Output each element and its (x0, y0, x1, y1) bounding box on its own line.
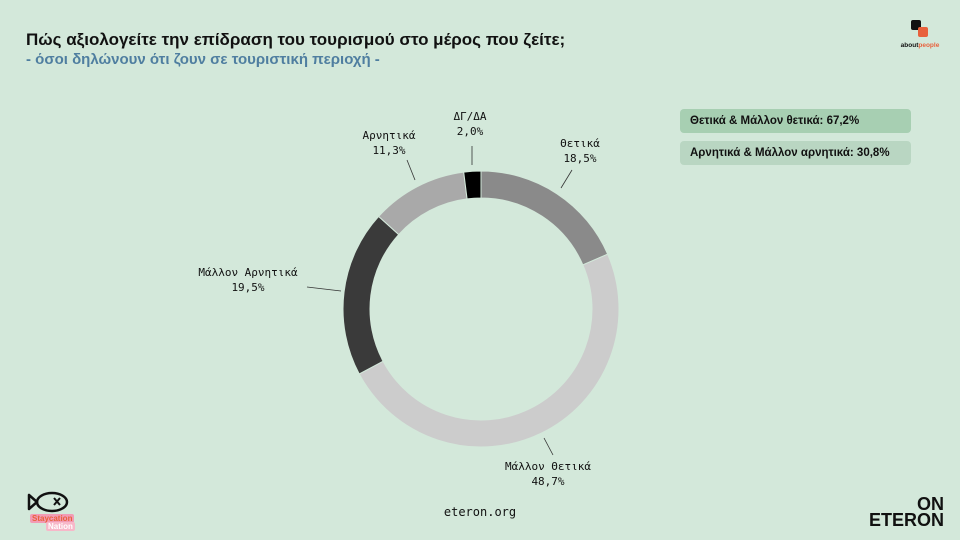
slice-name-label: Μάλλον Αρνητικά (198, 266, 298, 279)
leader-line (543, 437, 554, 456)
on-eteron-logo: ON ETERON (868, 494, 944, 530)
slice-value-label: 11,3% (372, 144, 405, 157)
aboutpeople-logo-text: aboutpeople (900, 42, 940, 49)
leader-line (560, 169, 573, 189)
fish-icon (27, 491, 69, 513)
staycation-nation-logo: Staycation Nation (26, 488, 80, 531)
donut-slice (342, 215, 400, 375)
aboutpeople-logo: aboutpeople (892, 18, 948, 58)
donut-slice (377, 171, 468, 236)
footer-site: eteron.org (443, 505, 517, 519)
page-title: Πώς αξιολογείτε την επίδραση του τουρισμ… (26, 30, 566, 49)
slice-name-label: Θετικά (560, 137, 600, 150)
summary-negative: Αρνητικά & Μάλλον αρνητικά: 30,8% (680, 141, 911, 165)
slice-value-label: 18,5% (563, 152, 596, 165)
donut-slice (480, 170, 609, 266)
slice-name-label: ΔΓ/ΔΑ (453, 110, 486, 123)
leader-line (406, 159, 416, 181)
donut-slice (463, 170, 482, 200)
slice-value-label: 2,0% (457, 125, 484, 138)
page-subtitle: - όσοι δηλώνουν ότι ζουν σε τουριστική π… (26, 51, 380, 68)
summary-positive: Θετικά & Μάλλον θετικά: 67,2% (680, 109, 911, 133)
slice-name-label: Αρνητικά (363, 129, 416, 142)
slice-value-label: 48,7% (531, 475, 564, 488)
aboutpeople-mark-icon (909, 18, 931, 40)
donut-slice (358, 253, 620, 448)
slice-name-label: Μάλλον Θετικά (505, 460, 591, 473)
leader-line (306, 286, 342, 292)
slice-value-label: 19,5% (231, 281, 264, 294)
